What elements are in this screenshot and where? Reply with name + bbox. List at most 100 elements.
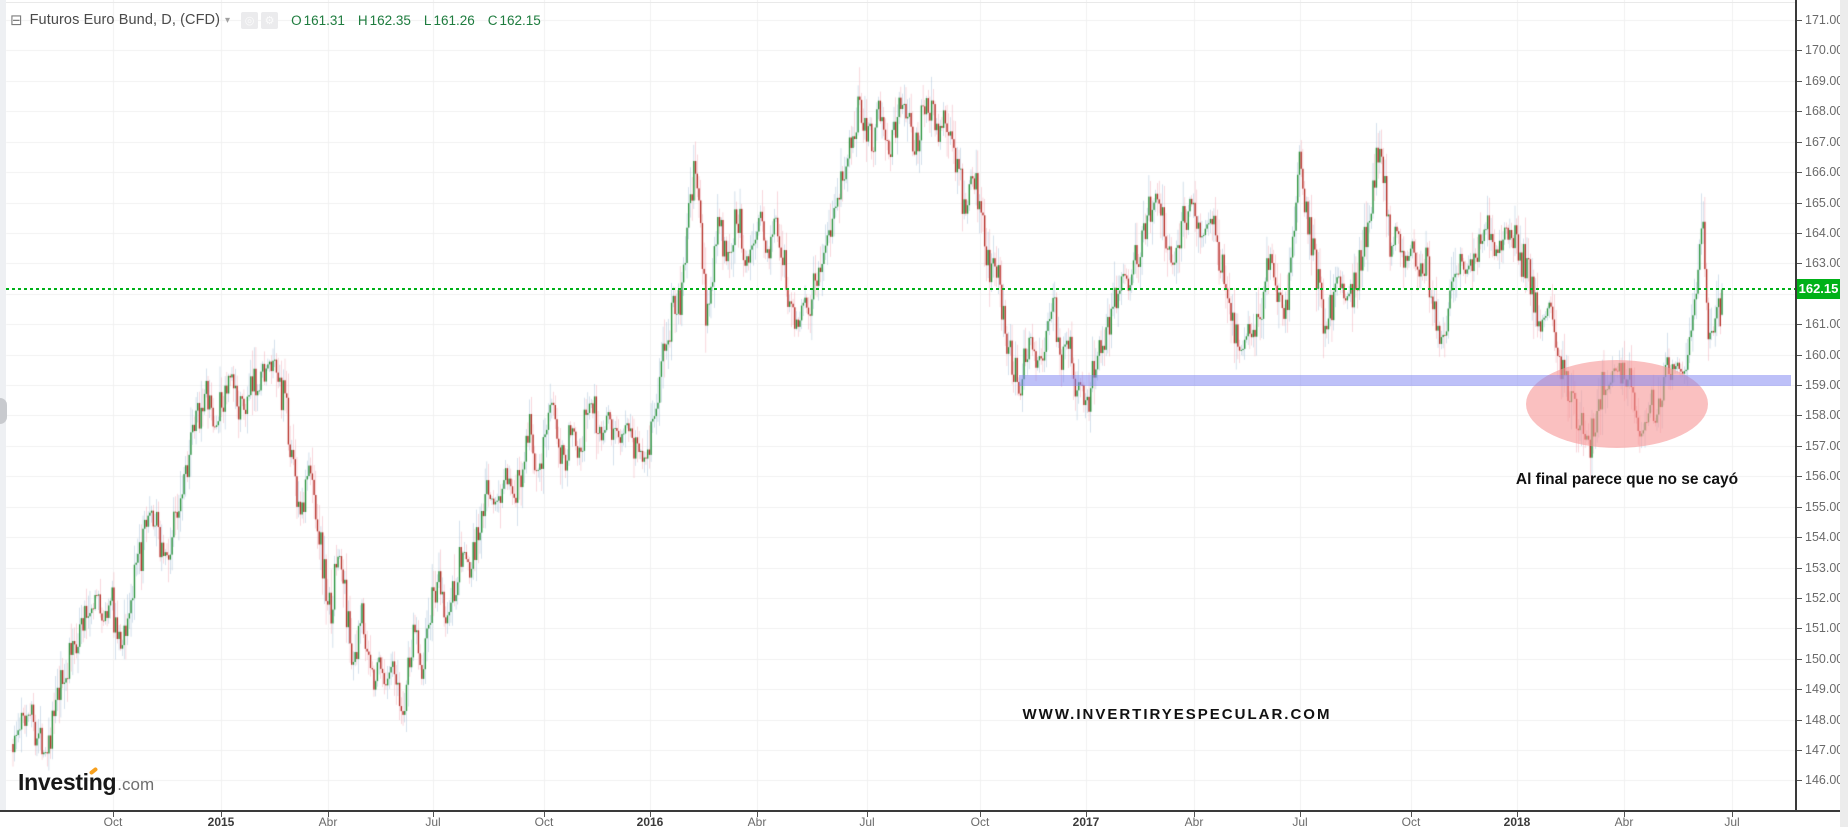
price-axis-label: 158.00	[1805, 408, 1844, 422]
logo-wordmark: Investing	[18, 766, 117, 796]
price-axis-label: 160.00	[1805, 348, 1844, 362]
annotation-note[interactable]: Al final parece que no se cayó	[1515, 471, 1739, 488]
price-tick	[1797, 20, 1802, 21]
time-tick	[1086, 812, 1087, 817]
time-axis-label: Jul	[1724, 815, 1740, 827]
panel-collapse-handle[interactable]	[0, 398, 7, 424]
time-tick	[1194, 812, 1195, 817]
time-axis-label: 2018	[1503, 815, 1531, 827]
time-axis-label: 2016	[636, 815, 664, 827]
symbol-title[interactable]: Futuros Euro Bund, D, (CFD)	[29, 12, 221, 28]
time-axis-label: Jul	[425, 815, 441, 827]
time-tick	[867, 812, 868, 817]
right-scroll-strip	[1840, 0, 1848, 827]
price-tick	[1797, 142, 1802, 143]
time-tick	[113, 812, 114, 817]
price-tick	[1797, 568, 1802, 569]
price-axis-label: 146.00	[1805, 773, 1844, 787]
time-axis-label: Abr	[318, 815, 338, 827]
chevron-down-icon[interactable]: ▾	[225, 14, 231, 26]
price-tick	[1797, 750, 1802, 751]
price-axis-label: 164.00	[1805, 226, 1844, 240]
time-axis-label: Jul	[859, 815, 875, 827]
ohlc-readout: O 161.31 H 162.35 L 161.26 C 162.15	[291, 13, 554, 28]
ohlc-close: C 162.15	[487, 12, 541, 28]
time-axis[interactable]: Oct 2015 Abr Jul Oct 2016 Abr Jul Oct 2017 Abr Jul O…	[0, 810, 1848, 827]
price-axis-label: 159.00	[1805, 378, 1844, 392]
ohlc-open: O 161.31	[291, 12, 345, 28]
price-axis-label: 171.00	[1805, 13, 1844, 27]
price-axis-label: 157.00	[1805, 439, 1844, 453]
price-axis-label: 153.00	[1805, 561, 1844, 575]
price-axis-label: 155.00	[1805, 500, 1844, 514]
price-tick	[1797, 446, 1802, 447]
price-tick	[1797, 233, 1802, 234]
time-tick	[328, 812, 329, 817]
ohlc-low: L 161.26	[423, 12, 475, 28]
price-tick	[1797, 50, 1802, 51]
price-tick	[1797, 355, 1802, 356]
price-axis-label: 148.00	[1805, 713, 1844, 727]
time-tick	[1411, 812, 1412, 817]
price-axis-label: 170.00	[1805, 43, 1844, 57]
time-tick	[650, 812, 651, 817]
price-axis-label: 152.00	[1805, 591, 1844, 605]
time-axis-label: Abr	[1614, 815, 1634, 827]
time-axis-label: Jul	[1292, 815, 1308, 827]
price-axis-label: 156.00	[1805, 469, 1844, 483]
ohlc-high: H 162.35	[357, 12, 411, 28]
price-axis-label: 154.00	[1805, 530, 1844, 544]
time-axis-label: 2015	[207, 815, 235, 827]
time-tick	[1300, 812, 1301, 817]
time-axis-label: Oct	[970, 815, 990, 827]
price-tick	[1797, 203, 1802, 204]
price-tick	[1797, 111, 1802, 112]
time-tick	[544, 812, 545, 817]
price-tick	[1797, 628, 1802, 629]
price-tick	[1797, 659, 1802, 660]
price-axis-label: 150.00	[1805, 652, 1844, 666]
price-axis[interactable]: 171.00 170.00 169.00 168.00 167.00 166.00 165.…	[1795, 0, 1844, 810]
price-tick	[1797, 385, 1802, 386]
highlight-ellipse-drawing[interactable]	[1526, 360, 1708, 448]
time-axis-label: Abr	[747, 815, 767, 827]
price-axis-label: 163.00	[1805, 256, 1844, 270]
price-axis-label: 166.00	[1805, 165, 1844, 179]
support-line-drawing[interactable]	[1019, 375, 1791, 386]
price-tick	[1797, 263, 1802, 264]
visibility-icon-button[interactable]: ◎	[241, 11, 259, 29]
time-tick	[757, 812, 758, 817]
price-axis-label: 161.00	[1805, 317, 1844, 331]
last-price-line	[6, 288, 1795, 290]
logo-suffix: .com	[117, 775, 155, 794]
time-tick	[980, 812, 981, 817]
price-axis-label: 168.00	[1805, 104, 1844, 118]
time-tick	[1732, 812, 1733, 817]
price-tick	[1797, 476, 1802, 477]
price-axis-label: 167.00	[1805, 135, 1844, 149]
price-tick	[1797, 780, 1802, 781]
watermark-text: WWW.INVERTIRYESPECULAR.COM	[1022, 706, 1332, 723]
time-axis-label: Oct	[534, 815, 554, 827]
price-axis-label: 149.00	[1805, 682, 1844, 696]
time-axis-label: Oct	[1401, 815, 1421, 827]
price-tick	[1797, 324, 1802, 325]
collapse-icon[interactable]: ⊟	[10, 11, 23, 29]
price-tick	[1797, 172, 1802, 173]
price-axis-label: 165.00	[1805, 196, 1844, 210]
time-axis-label: Oct	[103, 815, 123, 827]
price-tick	[1797, 81, 1802, 82]
price-tick	[1797, 598, 1802, 599]
price-axis-label: 169.00	[1805, 74, 1844, 88]
settings-gear-icon-button[interactable]: ⚙	[261, 11, 279, 29]
time-tick	[433, 812, 434, 817]
time-tick	[221, 812, 222, 817]
price-axis-label: 151.00	[1805, 621, 1844, 635]
price-tick	[1797, 507, 1802, 508]
time-tick	[1517, 812, 1518, 817]
time-tick	[1624, 812, 1625, 817]
price-tick	[1797, 537, 1802, 538]
top-border	[0, 2, 1848, 3]
investing-logo[interactable]: Investing .com	[18, 766, 155, 796]
